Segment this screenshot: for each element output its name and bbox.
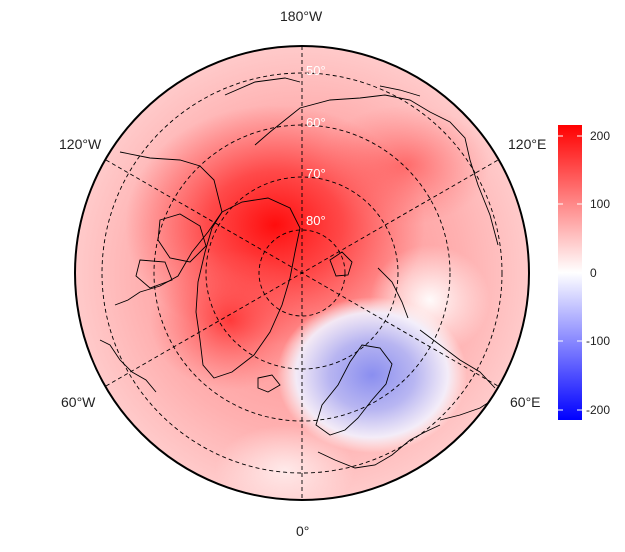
lat-label-80: 80° [306, 213, 326, 228]
lon-label-60e: 60°E [510, 394, 541, 410]
canadian-arctic-coast [114, 151, 223, 306]
novaya-zemlya [377, 267, 409, 319]
colorbar-tick-label: 200 [590, 129, 611, 143]
meridian-60w-120e [105, 159, 499, 387]
svalbard [329, 251, 353, 277]
iceland [257, 374, 281, 393]
colorbar-tick-label: 100 [590, 197, 611, 211]
hudson-bay-coast [99, 339, 157, 393]
colorbar-tick-label: -100 [586, 334, 611, 348]
lon-label-120e: 120°E [508, 136, 547, 152]
lon-label-180w: 180°W [280, 8, 323, 24]
lon-label-0: 0° [296, 523, 310, 539]
parallel-60 [153, 124, 451, 422]
siberian-coast [254, 94, 499, 246]
greenland-coast [195, 197, 301, 379]
european-coast [317, 424, 441, 469]
arctic-islands [135, 213, 207, 289]
colorbar-tick-label: 0 [590, 266, 597, 280]
lat-label-60: 60° [306, 115, 326, 130]
parallel-50 [101, 72, 503, 474]
map-outline [74, 45, 530, 501]
graticule [101, 46, 503, 500]
colorbar-tick-label: -200 [586, 403, 611, 417]
coastlines [99, 77, 501, 469]
scandinavia-coast [315, 344, 393, 436]
lat-label-50: 50° [306, 63, 326, 78]
parallel-80 [258, 229, 346, 317]
colorbar-ticks [558, 135, 582, 411]
lat-label-70: 70° [306, 166, 326, 181]
alaska-chukotka [224, 77, 421, 97]
lon-label-120w: 120°W [59, 136, 102, 152]
lon-label-60w: 60°W [61, 394, 96, 410]
